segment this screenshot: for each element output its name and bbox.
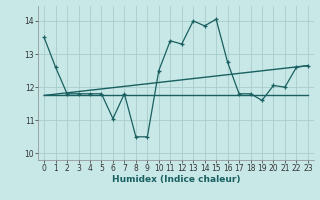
X-axis label: Humidex (Indice chaleur): Humidex (Indice chaleur) xyxy=(112,175,240,184)
